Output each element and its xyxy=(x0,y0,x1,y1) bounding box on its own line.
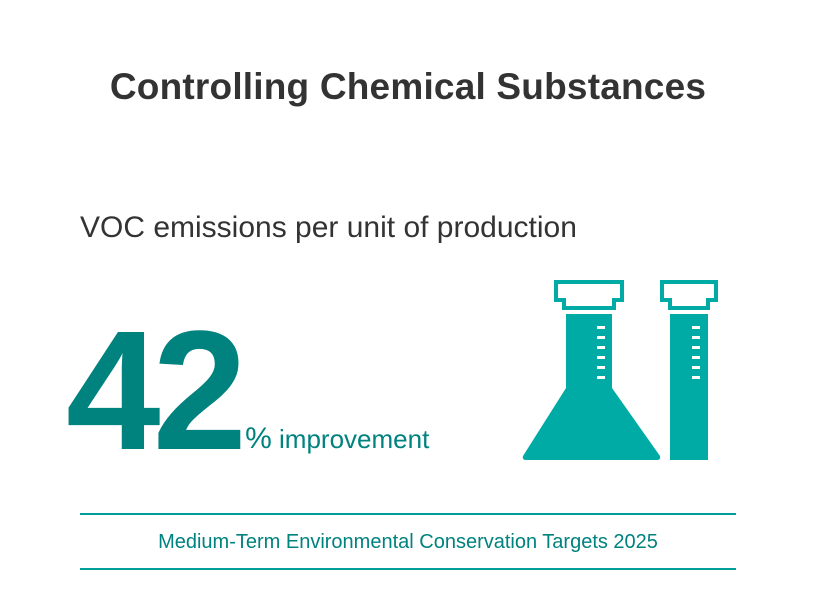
footer-top-divider xyxy=(80,513,736,515)
metric-stat: 42 % improvement xyxy=(66,296,429,476)
erlenmeyer-flask-icon xyxy=(522,280,661,460)
metric-label: VOC emissions per unit of production xyxy=(80,211,577,244)
metric-unit: % improvement xyxy=(245,422,429,456)
page-title: Controlling Chemical Substances xyxy=(109,66,707,107)
percent-sign: % xyxy=(245,422,272,455)
footer-caption: Medium-Term Environmental Conservation T… xyxy=(158,531,658,553)
footer-bottom-divider xyxy=(80,568,736,570)
metric-value: 42 xyxy=(66,296,247,486)
lab-glassware-illustration xyxy=(522,280,718,460)
test-tube-icon xyxy=(660,280,718,460)
metric-suffix: improvement xyxy=(279,424,430,454)
